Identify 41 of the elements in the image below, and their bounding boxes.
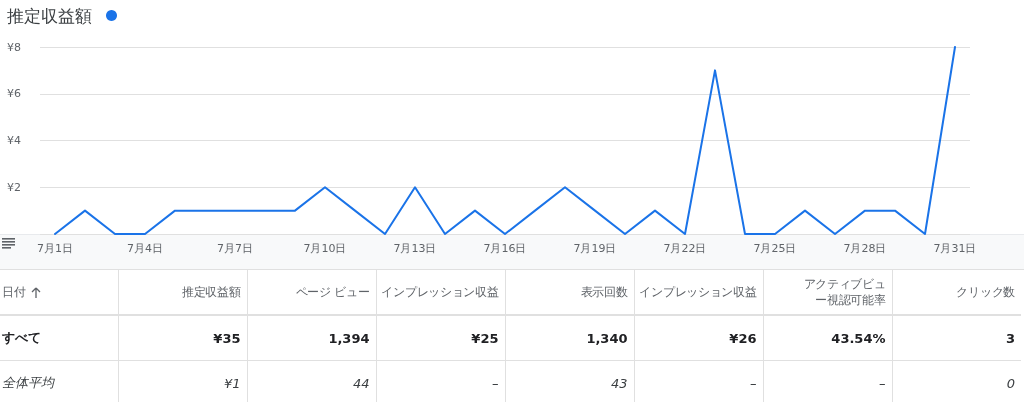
category-label: 推定収益額 [181, 285, 241, 299]
x-tick-label: 7月4日 [127, 242, 163, 255]
category-label: 日付 [2, 285, 26, 299]
text: 43 [610, 375, 628, 391]
x-tick-label: 7月10日 [303, 242, 347, 255]
text: ¥35 [213, 330, 241, 346]
text: – [750, 375, 757, 391]
text: 全体平均 [2, 375, 54, 390]
x-tick-label: 7月13日 [393, 242, 437, 255]
x-tick-label: 7月16日 [483, 242, 527, 255]
x-tick-label: 7月25日 [753, 242, 797, 255]
x-tick-label: 7月19日 [573, 242, 617, 255]
text: ¥26 [729, 330, 757, 346]
x-tick-label: 7月7日 [217, 242, 253, 255]
category-label: 表示回数 [580, 285, 628, 299]
y-tick-label: ¥6 [7, 87, 21, 101]
text: 1,394 [328, 330, 370, 346]
y-tick-label: ¥8 [7, 40, 21, 54]
x-tick-label: 7月31日 [933, 242, 977, 255]
category-label: インプレッション収益 [381, 285, 499, 299]
category-label: クリック数 [956, 285, 1015, 299]
text: – [492, 375, 499, 391]
line-series [54, 46, 956, 235]
y-tick-label: ¥4 [7, 134, 21, 147]
text: 0 [1006, 375, 1015, 391]
y-tick-label: ¥2 [7, 180, 21, 194]
text: 44 [352, 375, 370, 391]
x-tick-label: 7月28日 [843, 242, 887, 255]
category-label: アクティブビュー視認可能率 [803, 277, 886, 307]
text: 43.54% [831, 330, 886, 346]
category-label: インプレッション収益 [639, 285, 757, 299]
legend-label: 推定収益額 [7, 5, 92, 26]
text: – [879, 375, 886, 391]
text: 1,340 [586, 330, 628, 346]
text: ¥25 [471, 330, 499, 346]
text: ¥1 [223, 375, 241, 391]
x-tick-label: 7月22日 [663, 242, 707, 255]
text: すべて [2, 330, 41, 345]
text: 3 [1005, 330, 1015, 346]
category-label: ページ ビュー [295, 285, 370, 299]
x-tick-label: 7月1日 [37, 242, 73, 255]
